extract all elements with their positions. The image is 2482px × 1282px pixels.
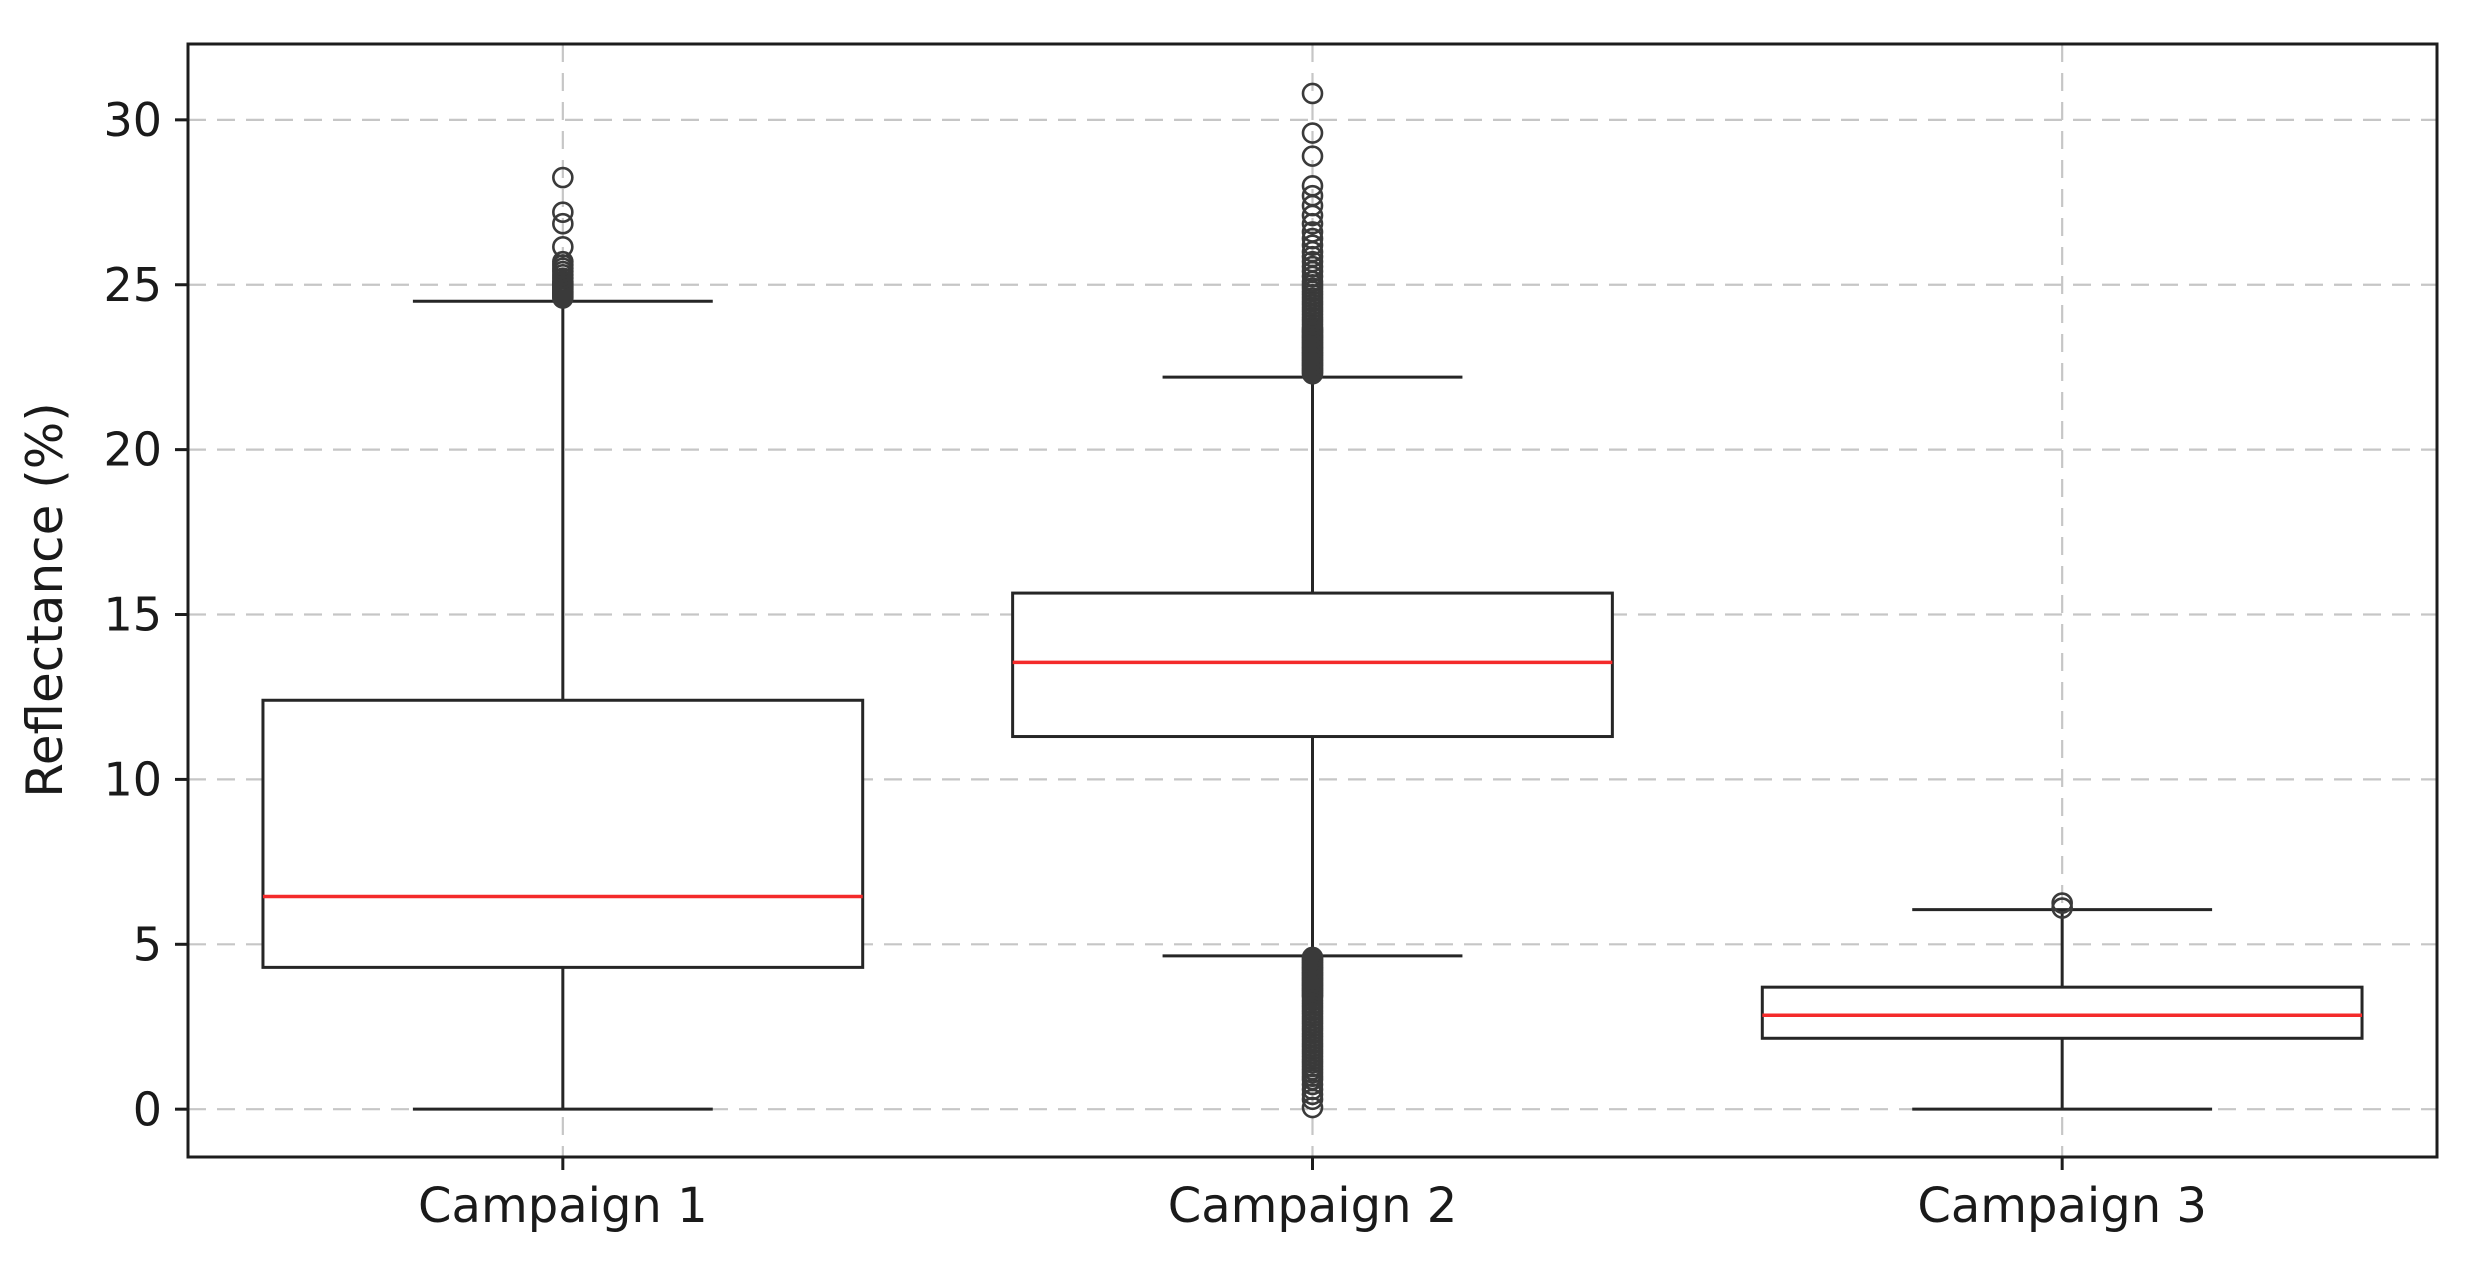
outlier-point [552,250,574,273]
outlier-point [1301,227,1324,250]
y-tick-label: 10 [103,753,162,807]
x-tick-label-campaign-1: Campaign 1 [418,1178,708,1234]
y-axis-label: Reflectance (%) [16,402,74,798]
y-tick-label: 25 [103,258,162,312]
y-tick-label: 30 [103,93,162,147]
outlier-point [1301,1088,1324,1111]
outlier-point [1301,234,1324,256]
y-tick-label: 0 [133,1082,162,1136]
y-tick-label: 15 [103,588,162,642]
outlier-point [1301,1096,1324,1119]
box-rect [261,698,865,969]
boxplot-campaign-1 [261,166,865,1111]
x-tick-label-campaign-3: Campaign 3 [1917,1178,2207,1234]
outlier-point [2051,892,2073,914]
outlier-point [552,166,574,189]
y-tick-label: 5 [133,917,162,971]
outlier-point [1301,82,1324,105]
outlier-point [1301,145,1324,167]
boxplot-campaign-2 [1011,82,1614,1119]
outlier-point [1301,221,1324,243]
boxplot-campaign-3 [1760,892,2364,1111]
box-rect [1011,591,1614,739]
y-tick-label: 20 [103,423,162,477]
outlier-point [552,201,574,223]
outlier-point [1301,175,1324,197]
outlier-point [552,236,574,258]
box-layer [261,82,2364,1119]
x-tick-label-campaign-2: Campaign 2 [1168,1178,1458,1234]
box-rect [1760,985,2364,1040]
outlier-point [552,212,574,235]
outlier-point [1301,122,1324,144]
axis-layer: 0 5 10 15 20 25 30 Campaign 1 Campaign 2 Campaign… [103,42,2439,1234]
outlier-point [1301,184,1324,207]
